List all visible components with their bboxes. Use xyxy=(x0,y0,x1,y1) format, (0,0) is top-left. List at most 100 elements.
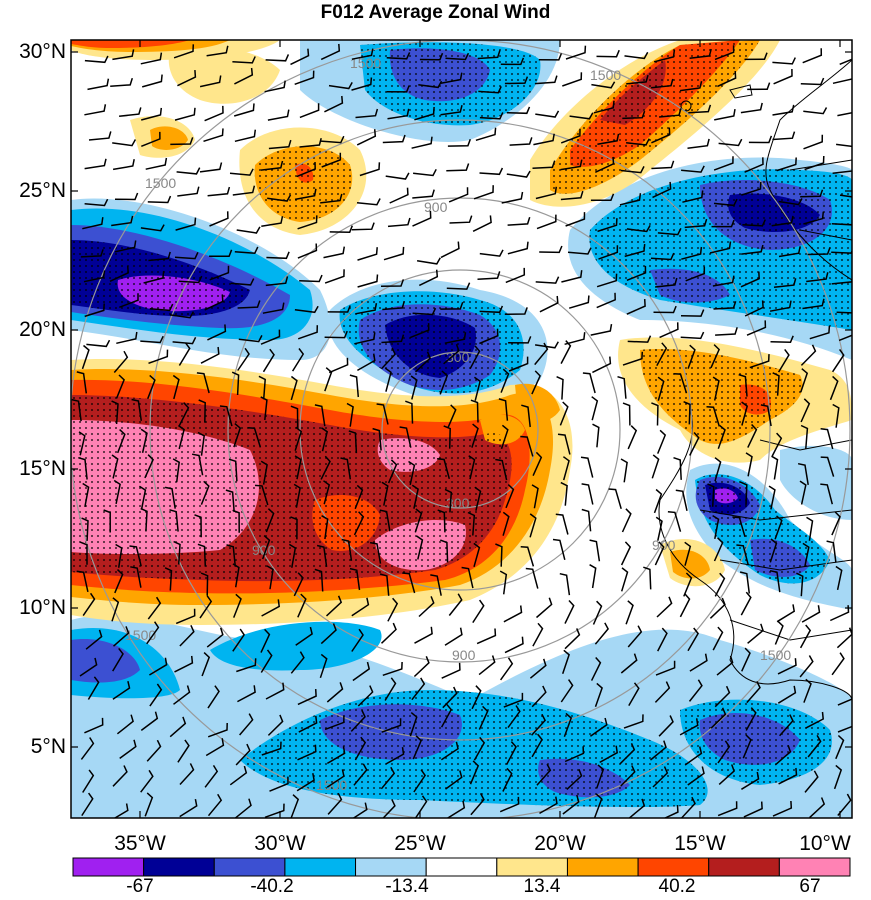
wind-barb xyxy=(473,736,486,761)
wind-barb xyxy=(593,100,615,114)
wind-barb xyxy=(742,734,752,759)
wind-barb xyxy=(628,798,646,818)
wind-barb xyxy=(443,343,460,365)
wind-barb xyxy=(621,508,632,533)
lon-label-15w: 15°W xyxy=(674,832,726,855)
wind-barb xyxy=(233,103,255,117)
wind-barb xyxy=(178,342,191,366)
wind-barb xyxy=(508,356,529,372)
wind-barb xyxy=(745,452,753,477)
wind-barb xyxy=(741,401,749,426)
wind-barb xyxy=(82,769,95,793)
wind-barb xyxy=(620,653,638,674)
wind-barb xyxy=(531,370,541,395)
wind-barb xyxy=(712,275,735,287)
wind-barb xyxy=(232,563,240,588)
wind-barb xyxy=(738,373,748,397)
wind-barb xyxy=(778,246,801,258)
wind-barb xyxy=(771,455,779,480)
wind-barb xyxy=(198,399,206,423)
wind-barb xyxy=(831,511,841,536)
wind-barb xyxy=(204,765,219,788)
wind-barb xyxy=(84,303,105,318)
wind-barb xyxy=(560,340,572,364)
wind-barb xyxy=(568,295,590,309)
wind-barb xyxy=(538,53,563,61)
wind-barb xyxy=(448,187,469,203)
wind-barb xyxy=(799,655,814,678)
wind-barb xyxy=(293,483,301,508)
wind-barb xyxy=(199,75,222,88)
wind-barb xyxy=(387,108,410,120)
wind-barb xyxy=(778,767,798,785)
wind-barb xyxy=(412,735,422,760)
wind-barb xyxy=(444,627,463,646)
lat-label-25n: 25°N xyxy=(19,179,66,202)
wind-barb xyxy=(507,241,529,255)
wind-barb xyxy=(353,511,365,536)
wind-barb xyxy=(831,348,845,373)
wind-barb xyxy=(410,375,418,400)
wind-barb xyxy=(320,623,337,645)
wind-barb xyxy=(627,625,643,648)
wind-barb xyxy=(683,572,693,597)
wind-barb xyxy=(233,423,242,448)
wind-barb xyxy=(744,300,764,317)
wind-barb xyxy=(299,103,320,119)
wind-barb xyxy=(175,608,196,625)
wind-barb xyxy=(687,627,700,652)
wind-barb xyxy=(713,537,724,562)
colorbar-swatch xyxy=(143,857,215,877)
wind-barb xyxy=(478,705,489,730)
wind-barb xyxy=(461,566,474,589)
wind-barb xyxy=(839,194,852,198)
wind-barb xyxy=(773,68,793,85)
ring-label: 1500 xyxy=(145,175,176,191)
wind-barb xyxy=(140,52,163,65)
wind-barb xyxy=(320,135,345,144)
wind-barb xyxy=(448,593,463,616)
wind-barb xyxy=(681,246,703,260)
wind-barb xyxy=(376,403,389,425)
wind-barb xyxy=(776,157,797,172)
wind-barb xyxy=(589,717,608,737)
wind-barb xyxy=(169,716,187,738)
wind-barb xyxy=(620,567,629,592)
colorbar-swatch xyxy=(425,857,498,877)
wind-barb xyxy=(799,480,807,505)
wind-barb xyxy=(717,740,731,764)
wind-barb xyxy=(800,424,809,449)
wind-barb xyxy=(559,401,569,426)
wind-barb xyxy=(119,739,137,760)
wind-barb xyxy=(261,599,281,617)
wind-barb xyxy=(622,110,646,120)
wind-barb xyxy=(80,249,104,258)
wind-barb xyxy=(235,798,252,818)
wind-barb xyxy=(294,455,302,480)
wind-barb xyxy=(589,539,601,562)
wind-barb xyxy=(534,342,549,366)
wind-barb xyxy=(230,278,255,286)
wind-barb xyxy=(88,131,112,141)
wind-barb xyxy=(290,48,310,66)
wind-barb xyxy=(112,159,135,171)
ring-label: 300 xyxy=(446,349,470,365)
wind-barb xyxy=(437,458,451,479)
wind-barb xyxy=(196,372,210,394)
wind-barb xyxy=(802,48,823,64)
wind-barb xyxy=(369,541,382,564)
wind-barb xyxy=(473,376,481,401)
wind-barb xyxy=(449,215,473,224)
wind-barb xyxy=(806,516,814,541)
wind-barb xyxy=(472,599,485,624)
wind-barb xyxy=(172,336,197,345)
wind-barb xyxy=(590,656,602,681)
wind-barb xyxy=(172,374,180,400)
lat-label-5n: 5°N xyxy=(30,735,66,758)
wind-barb xyxy=(525,567,539,589)
wind-barb xyxy=(714,572,726,597)
wind-barb xyxy=(233,593,242,618)
wind-barb xyxy=(71,398,82,422)
wind-barb xyxy=(172,458,181,483)
wind-barb xyxy=(140,224,165,232)
